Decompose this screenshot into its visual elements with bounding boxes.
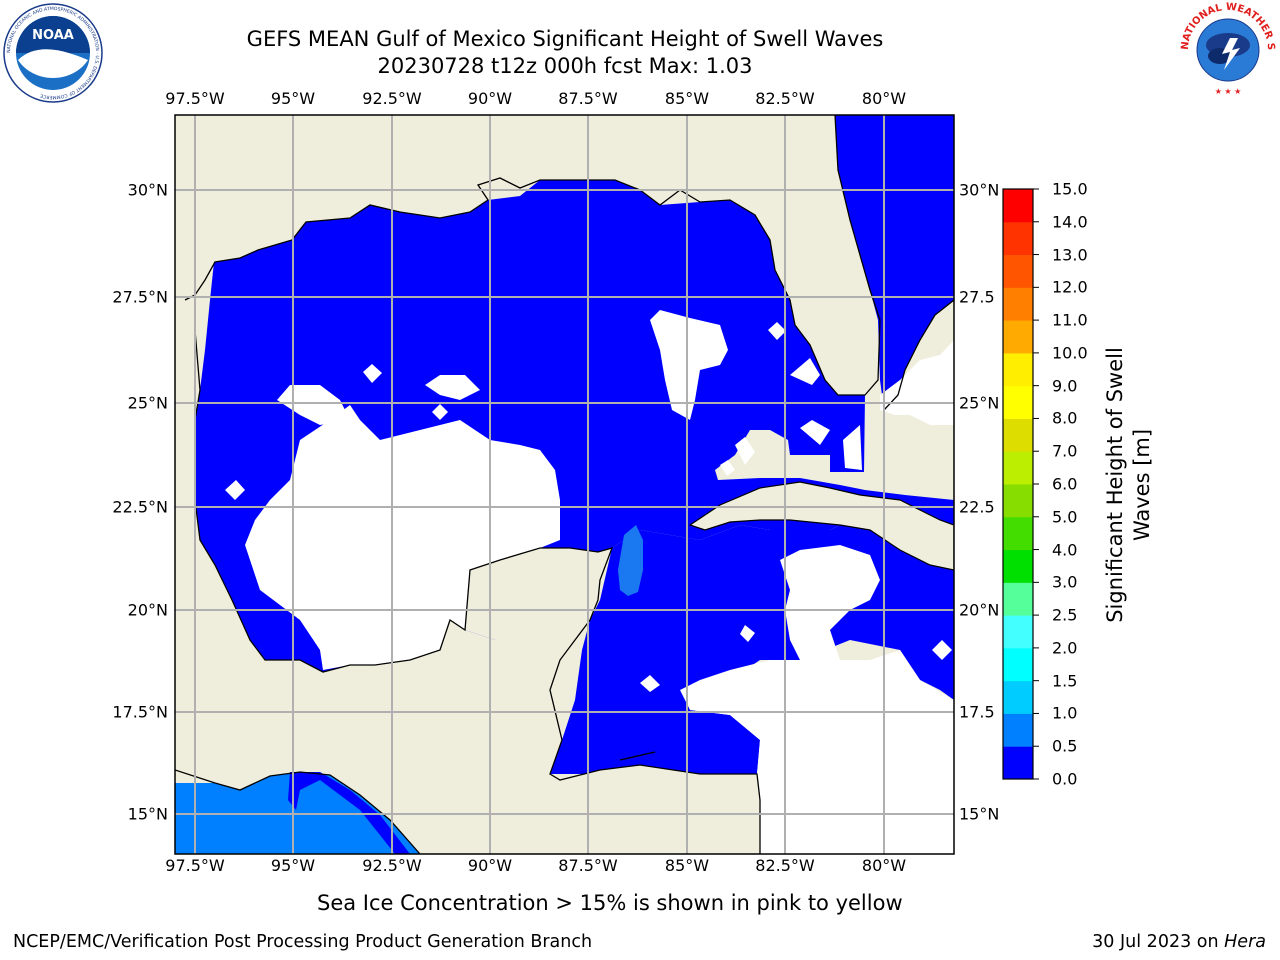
lat-label-left: 25°N — [127, 393, 168, 413]
colorbar-segment — [1003, 221, 1033, 256]
lat-label-left: 22.5°N — [112, 497, 168, 517]
colorbar-tick-label: 0.5 — [1052, 736, 1078, 756]
lon-label-top: 87.5°W — [558, 89, 618, 108]
lat-label-left: 27.5°N — [112, 287, 168, 307]
colorbar — [1003, 188, 1039, 780]
colorbar-segment — [1003, 352, 1033, 387]
colorbar-title-line1: Significant Height of Swell — [1103, 347, 1127, 623]
colorbar-title-line2: Waves [m] — [1130, 428, 1154, 542]
lat-label-left: 17.5°N — [112, 702, 168, 722]
gulf-of-honduras — [550, 765, 954, 854]
lat-label-left: 30°N — [127, 180, 168, 200]
lat-label-right: 17.5 — [959, 702, 995, 722]
footer-date-text: 30 Jul 2023 on — [1092, 932, 1225, 952]
colorbar-segment — [1003, 680, 1033, 714]
colorbar-tick-label: 3.0 — [1052, 572, 1078, 592]
colorbar-tick-label: 8.0 — [1052, 408, 1078, 428]
chart-title: GEFS MEAN Gulf of Mexico Significant Hei… — [246, 27, 884, 51]
colorbar-segment — [1003, 549, 1033, 583]
colorbar-tick-label: 1.0 — [1052, 703, 1078, 723]
svg-text:★ ★ ★: ★ ★ ★ — [1215, 87, 1242, 96]
footer-machine: Hera — [1224, 932, 1266, 952]
lat-label-right: 15°N — [959, 804, 1000, 824]
colorbar-tick-label: 0.0 — [1052, 769, 1078, 789]
swell-patch-yucatan — [618, 525, 643, 596]
colorbar-segment — [1003, 746, 1033, 780]
lon-label-top: 92.5°W — [362, 89, 422, 108]
lon-label-top: 80°W — [861, 89, 907, 108]
atlantic-ocean — [835, 115, 954, 410]
colorbar-segment — [1003, 418, 1033, 452]
colorbar-segment — [1003, 385, 1033, 419]
colorbar-tick-label: 7.0 — [1052, 441, 1078, 461]
lat-label-right: 27.5 — [959, 287, 995, 307]
colorbar-segment — [1003, 713, 1033, 747]
colorbar-tick-label: 13.0 — [1052, 245, 1088, 265]
colorbar-segment — [1003, 615, 1033, 649]
colorbar-tick-label: 11.0 — [1052, 310, 1088, 330]
lon-label-bottom: 97.5°W — [165, 856, 225, 875]
sea-ice-note: Sea Ice Concentration > 15% is shown in … — [317, 891, 903, 915]
lon-label-bottom: 95°W — [270, 856, 316, 875]
pacific-swell-patch — [288, 772, 410, 854]
lon-label-bottom: 80°W — [861, 856, 907, 875]
lat-label-right: 25°N — [959, 393, 1000, 413]
lon-label-bottom: 87.5°W — [558, 856, 618, 875]
lon-label-bottom: 85°W — [664, 856, 710, 875]
colorbar-segment — [1003, 320, 1033, 354]
lon-label-bottom: 92.5°W — [362, 856, 422, 875]
footer-date: 30 Jul 2023 on Hera — [1092, 932, 1266, 952]
lat-label-right: 20°N — [959, 600, 1000, 620]
cuba — [688, 481, 954, 571]
lon-label-top: 82.5°W — [755, 89, 815, 108]
lon-label-top: 85°W — [664, 89, 710, 108]
lat-label-left: 20°N — [127, 600, 168, 620]
colorbar-segment — [1003, 287, 1033, 321]
yucatan-peninsula — [465, 548, 612, 700]
no-data-patches — [225, 310, 954, 854]
map-frame — [174, 114, 955, 855]
lon-label-bottom: 82.5°W — [755, 856, 815, 875]
lon-label-top: 95°W — [270, 89, 316, 108]
lat-label-right: 22.5 — [959, 497, 995, 517]
colorbar-tick-label: 9.0 — [1052, 376, 1078, 396]
colorbar-segment — [1003, 189, 1033, 223]
lat-label-right: 30°N — [959, 180, 1000, 200]
colorbar-segment — [1003, 254, 1033, 288]
colorbar-tick-label: 4.0 — [1052, 540, 1078, 560]
noaa-logo-text: NOAA — [32, 28, 74, 43]
colorbar-tick-label: 1.5 — [1052, 671, 1078, 691]
colorbar-segment — [1003, 582, 1033, 616]
colorbar-segment — [1003, 484, 1033, 518]
graticule — [175, 115, 954, 854]
colorbar-tick-label: 10.0 — [1052, 343, 1088, 363]
colorbar-tick-label: 12.0 — [1052, 277, 1088, 297]
colorbar-tick-label: 2.5 — [1052, 605, 1078, 625]
lon-label-top: 97.5°W — [165, 89, 225, 108]
nws-logo: NATIONAL WEATHER SERVICE ★ ★ ★ — [1178, 0, 1276, 98]
colorbar-segment — [1003, 451, 1033, 485]
noaa-logo: NOAA NATIONAL OCEANIC AND ATMOSPHERIC AD… — [3, 3, 103, 103]
colorbar-segment — [1003, 647, 1033, 682]
chart-subtitle: 20230728 t12z 000h fcst Max: 1.03 — [377, 54, 753, 78]
colorbar-tick-label: 5.0 — [1052, 507, 1078, 527]
lon-label-bottom: 90°W — [467, 856, 513, 875]
footer-branch: NCEP/EMC/Verification Post Processing Pr… — [13, 932, 593, 952]
colorbar-tick-label: 6.0 — [1052, 474, 1078, 494]
colorbar-tick-label: 15.0 — [1052, 179, 1088, 199]
coastlines — [175, 115, 954, 854]
lat-label-left: 15°N — [127, 804, 168, 824]
colorbar-tick-label: 14.0 — [1052, 212, 1088, 232]
colorbar-tick-label: 2.0 — [1052, 638, 1078, 658]
colorbar-segment — [1003, 516, 1033, 551]
colorbar-frame — [1002, 188, 1034, 780]
lon-label-top: 90°W — [467, 89, 513, 108]
